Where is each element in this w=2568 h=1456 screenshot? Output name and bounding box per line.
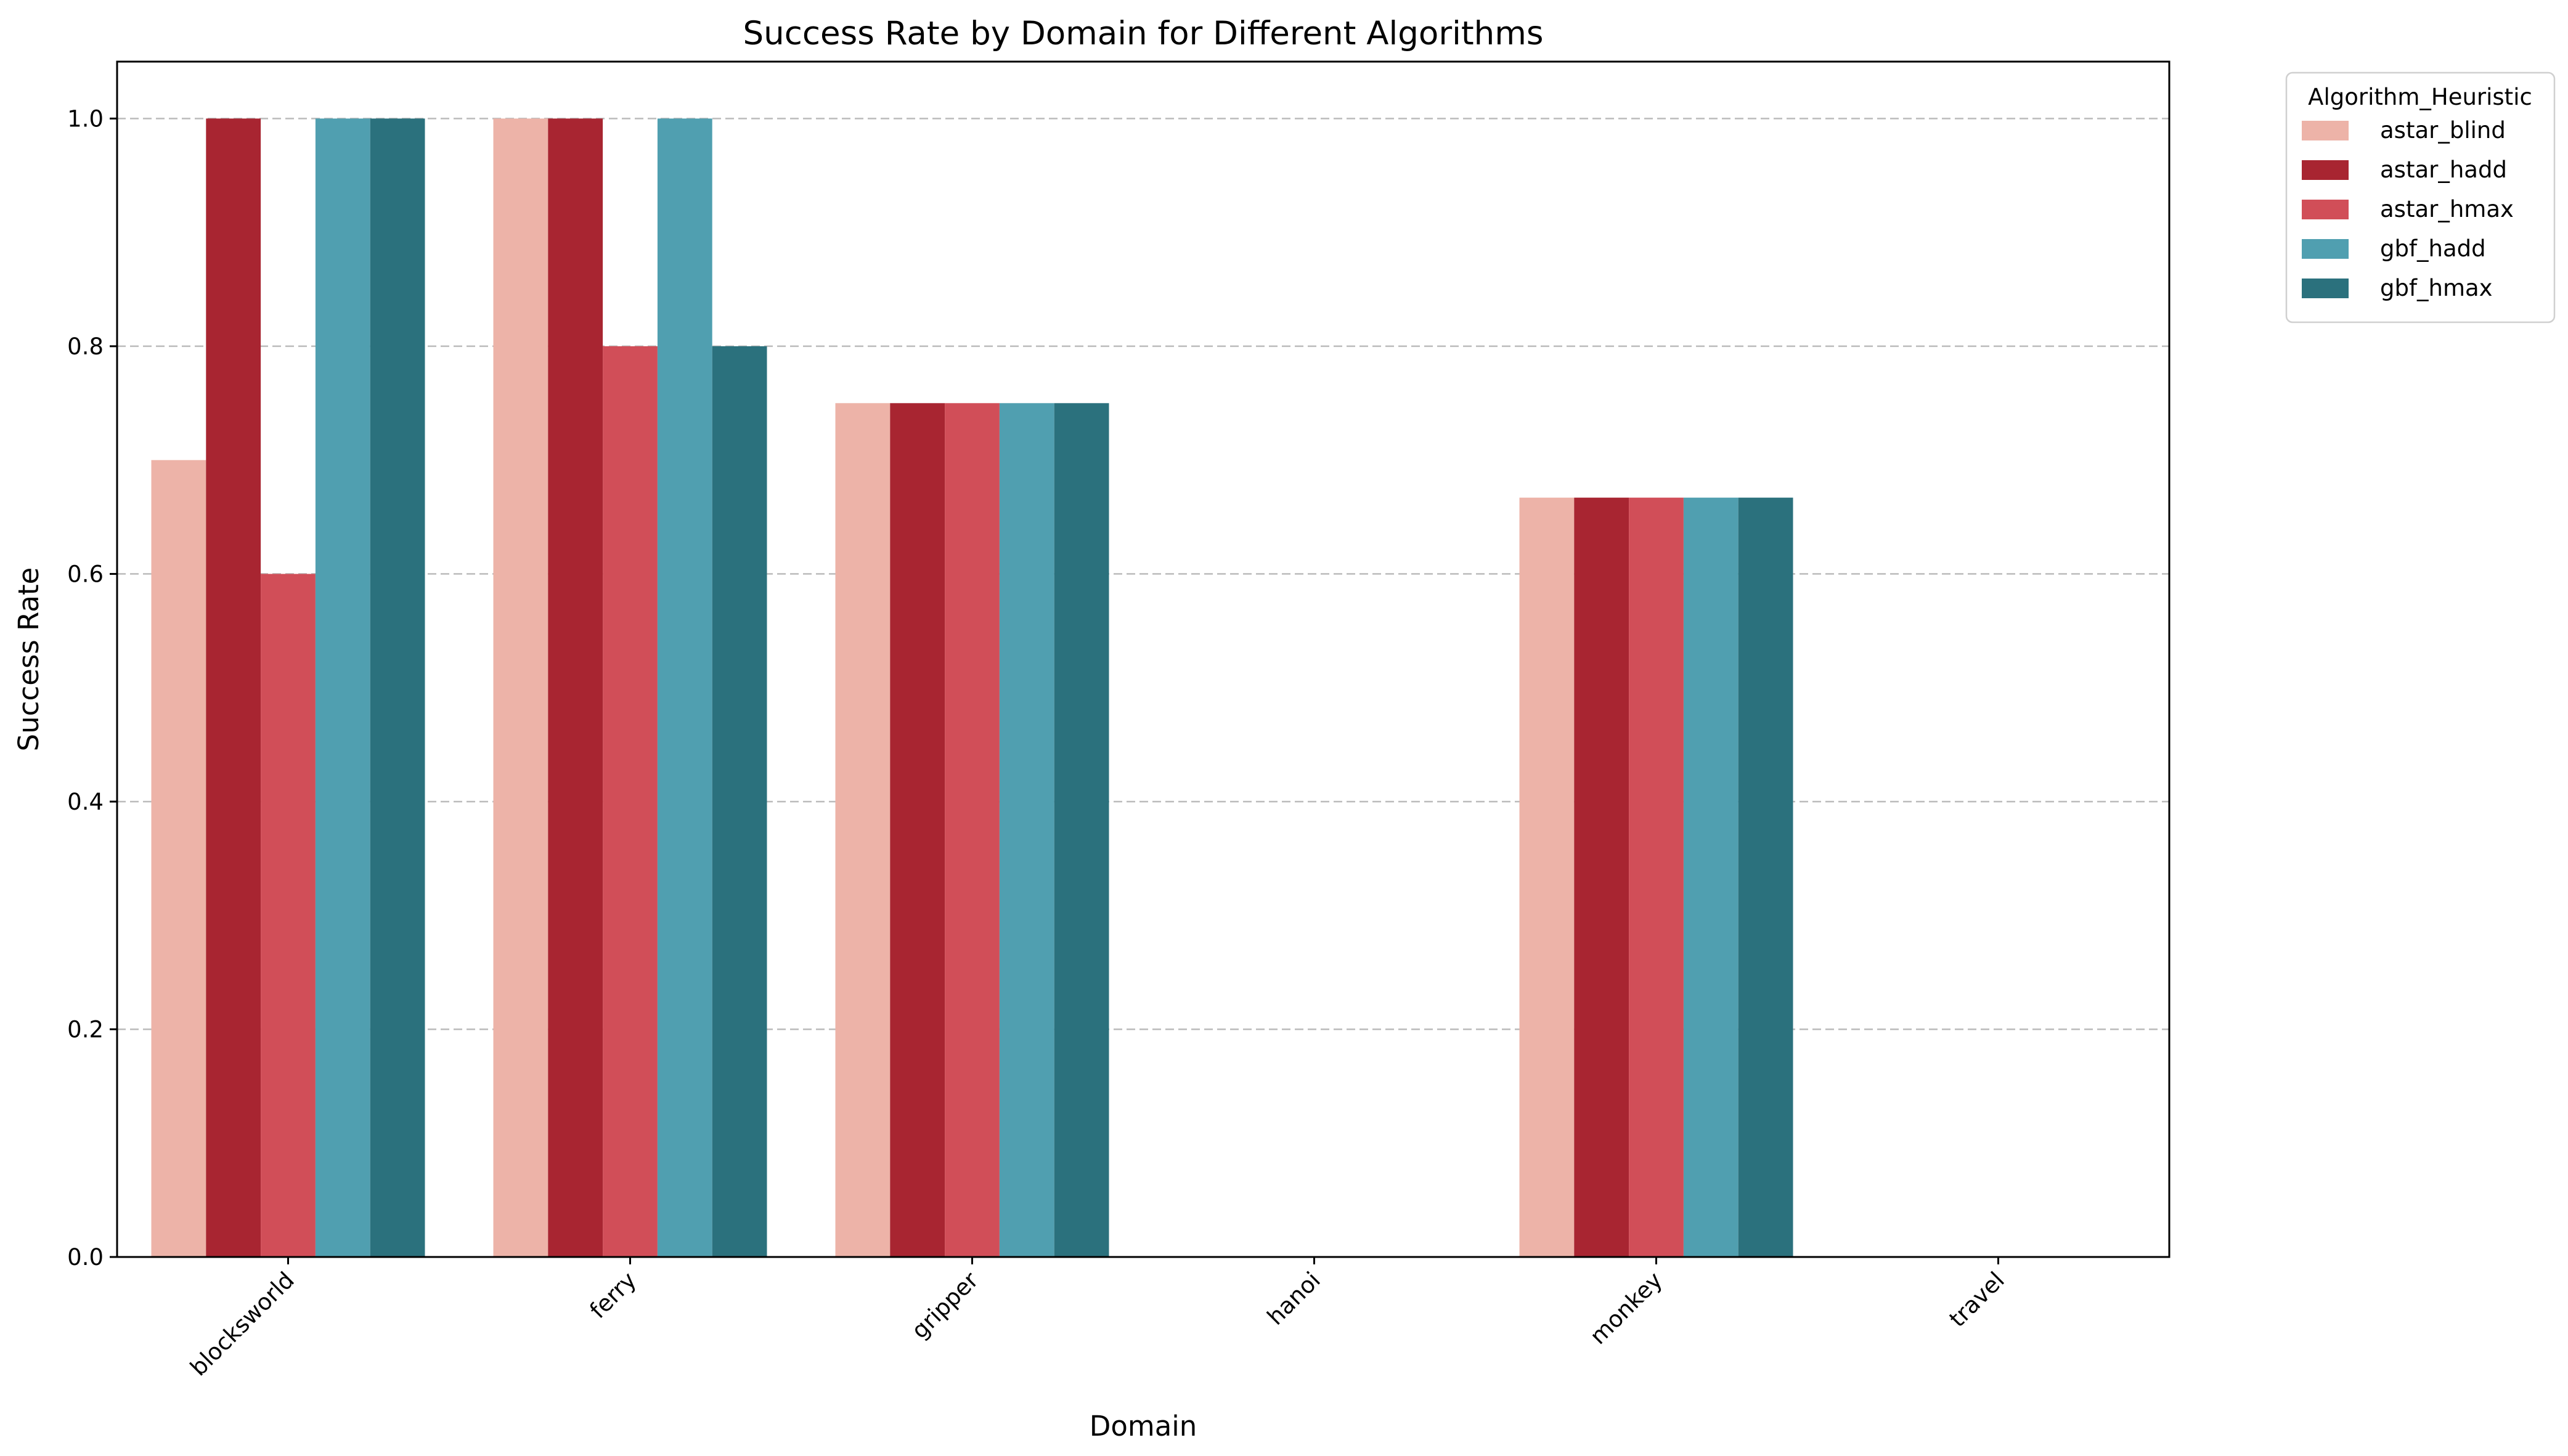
chart-title: Success Rate by Domain for Different Alg… <box>743 15 1544 52</box>
y-tick-label: 0.2 <box>67 1016 104 1043</box>
x-tick-label: hanoi <box>1262 1267 1326 1330</box>
x-axis: blocksworld ferry gripper hanoi monkey travel <box>185 1257 2010 1381</box>
bar <box>370 118 425 1257</box>
legend-items: astar_blind astar_hadd astar_hmax gbf_haddg… <box>2302 117 2514 301</box>
legend-label: astar_hmax <box>2380 196 2514 222</box>
legend-title: Algorithm_Heuristic <box>2308 84 2532 110</box>
bar <box>890 403 945 1258</box>
y-axis-label: Success Rate <box>12 567 45 752</box>
legend-swatch <box>2302 239 2349 259</box>
bar <box>657 118 712 1257</box>
bar <box>945 403 1000 1258</box>
bar <box>1683 497 1738 1257</box>
y-tick-label: 0.4 <box>67 789 104 815</box>
bar <box>1574 497 1629 1257</box>
bar <box>206 118 261 1257</box>
x-tick-label: travel <box>1944 1267 2010 1332</box>
x-tick-label: monkey <box>1585 1267 1668 1349</box>
bar <box>493 118 548 1257</box>
y-tick-label: 1.0 <box>67 105 104 132</box>
y-tick-label: 0.8 <box>67 333 104 360</box>
x-tick-label: blocksworld <box>185 1267 299 1381</box>
legend-swatch <box>2302 160 2349 180</box>
bar <box>999 403 1054 1258</box>
legend-label: astar_hadd <box>2380 157 2507 183</box>
bar <box>261 574 316 1257</box>
legend-label: astar_blind <box>2380 117 2506 144</box>
x-tick-label: ferry <box>585 1267 642 1324</box>
bar <box>315 118 370 1257</box>
bar <box>835 403 891 1258</box>
plot-frame <box>116 60 2171 1258</box>
bar <box>603 346 658 1257</box>
bar <box>712 346 767 1257</box>
bars-layer <box>151 118 1793 1258</box>
legend-label: gbf_hadd <box>2380 235 2486 262</box>
bar <box>548 118 603 1257</box>
legend: Algorithm_Heuristic astar_blind astar_had… <box>2285 71 2556 323</box>
legend-label: gbf_hmax <box>2380 275 2493 301</box>
legend-swatch <box>2302 200 2349 219</box>
bar <box>1054 403 1109 1258</box>
y-tick-label: 0.0 <box>67 1244 104 1271</box>
bar <box>1519 497 1575 1257</box>
x-axis-label: Domain <box>1090 1410 1197 1442</box>
bar <box>1629 497 1684 1257</box>
bar <box>151 460 206 1257</box>
legend-frame <box>2285 71 2556 323</box>
legend-swatch <box>2302 279 2349 298</box>
legend-swatch <box>2302 121 2349 140</box>
x-tick-label: gripper <box>907 1266 984 1344</box>
y-axis: 0.0 0.2 0.4 0.6 0.8 1.0 <box>67 105 117 1271</box>
y-tick-label: 0.6 <box>67 561 104 587</box>
bar <box>1738 497 1793 1257</box>
